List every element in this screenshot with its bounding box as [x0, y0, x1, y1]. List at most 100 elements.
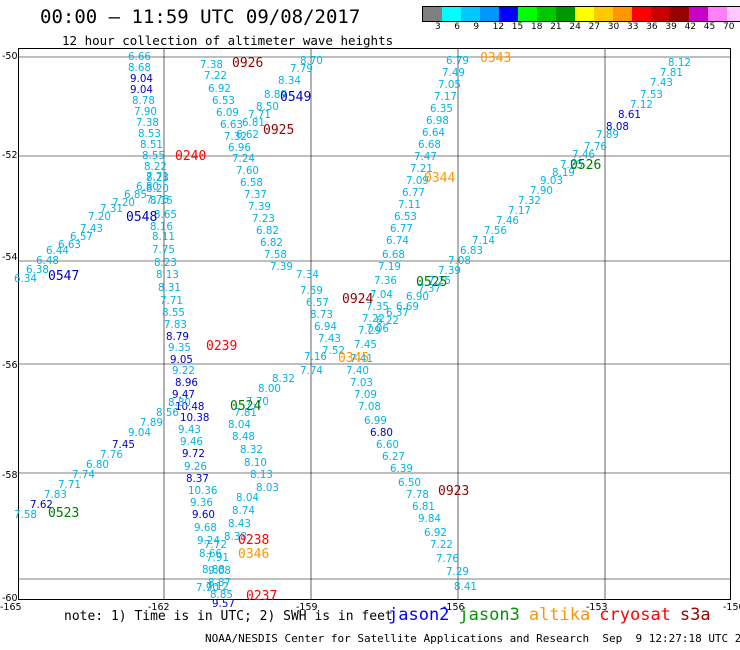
- wave-height-value: 6.92: [424, 527, 447, 539]
- legend-label: 39: [665, 22, 677, 32]
- legend-label: 27: [588, 22, 601, 32]
- wave-height-value: 7.24: [232, 153, 255, 165]
- wave-height-value: 6.74: [386, 235, 409, 247]
- latitude-label: -56: [2, 360, 18, 371]
- legend-swatch: [442, 7, 461, 21]
- wave-height-value: 7.29: [358, 325, 381, 337]
- wave-height-value: 7.35: [366, 301, 389, 313]
- wave-height-value: 7.79: [290, 63, 313, 75]
- legend-label: 15: [511, 22, 524, 32]
- wave-height-value: 9.26: [184, 461, 207, 473]
- wave-height-value: 7.43: [650, 77, 673, 89]
- wave-height-value: 7.76: [584, 141, 607, 153]
- pass-time-label: 0924: [342, 292, 374, 307]
- wave-height-value: 9.04: [130, 73, 153, 85]
- wave-height-value: 7.91: [206, 552, 229, 564]
- pass-time-label: 0237: [246, 589, 278, 604]
- legend-swatch: [632, 7, 651, 21]
- wave-height-value: 10.36: [188, 485, 218, 497]
- latitude-label: -50: [2, 51, 18, 62]
- wave-height-value: 8.50: [256, 101, 279, 113]
- wave-height-value: 7.83: [164, 319, 187, 331]
- legend-label: 6: [454, 22, 460, 32]
- wave-height-value: 6.68: [418, 139, 441, 151]
- wave-height-value: 8.61: [618, 109, 641, 121]
- legend-label: 18: [531, 22, 543, 32]
- latitude-label: -52: [2, 150, 18, 161]
- pass-time-label: 0240: [175, 149, 207, 164]
- wave-height-value: 6.77: [390, 223, 413, 235]
- wave-height-value: 7.76: [146, 194, 169, 206]
- wave-height-value: 7.08: [448, 255, 471, 267]
- legend-swatch: [594, 7, 613, 21]
- wave-height-value: 7.40: [346, 365, 369, 377]
- wave-height-value: 8.32: [272, 373, 295, 385]
- wave-height-value: 8.79: [166, 331, 189, 343]
- longitude-label: -162: [148, 602, 170, 613]
- wave-height-value: 7.52: [322, 345, 345, 357]
- wave-height-value: 8.87: [208, 577, 231, 589]
- wave-height-value: 9.84: [418, 513, 441, 525]
- wave-height-value: 7.62: [30, 499, 53, 511]
- pass-time-label: 0524: [230, 399, 262, 414]
- satellite-legend-s3a: s3a: [679, 605, 711, 625]
- wave-height-value: 6.50: [398, 477, 421, 489]
- wave-height-value: 6.53: [394, 211, 417, 223]
- wave-height-value: 6.39: [390, 463, 413, 475]
- wave-height-value: 7.83: [44, 489, 67, 501]
- wave-height-value: 7.11: [398, 199, 421, 211]
- wave-height-value: 7.17: [434, 91, 457, 103]
- wave-height-value: 8.88: [202, 564, 225, 576]
- wave-height-value: 7.39: [248, 201, 271, 213]
- wave-height-value: 7.22: [430, 539, 453, 551]
- wave-height-value: 8.80: [168, 397, 191, 409]
- wave-height-value: 7.16: [304, 351, 327, 363]
- wave-height-value: 7.71: [58, 479, 81, 491]
- wave-height-value: 6.92: [208, 83, 231, 95]
- wave-height-value: 7.89: [140, 417, 163, 429]
- wave-height-value: 9.36: [190, 497, 213, 509]
- wave-height-value: 6.57: [306, 297, 329, 309]
- wave-height-value: 6.82: [256, 225, 279, 237]
- wave-height-value: 8.74: [232, 505, 255, 517]
- wave-height-value: 6.38: [26, 264, 49, 276]
- wave-height-value: 7.71: [160, 295, 183, 307]
- legend-label: 45: [703, 22, 716, 32]
- wave-height-value: 9.57: [212, 598, 235, 610]
- wave-height-value: 7.09: [406, 175, 429, 187]
- longitude-label: -159: [296, 602, 318, 613]
- wave-height-value: 7.81: [234, 407, 257, 419]
- wave-height-value: 7.29: [446, 566, 469, 578]
- legend-swatch: [518, 7, 537, 21]
- wave-height-value: 8.56: [156, 407, 179, 419]
- legend-swatch: [461, 7, 480, 21]
- wave-height-value: 8.22: [144, 161, 167, 173]
- wave-height-value: 8.43: [228, 518, 251, 530]
- legend-label: 12: [492, 22, 505, 32]
- wave-height-value: 6.44: [46, 245, 69, 257]
- wave-height-value: 7.36: [374, 275, 397, 287]
- wave-height-value: 9.22: [172, 365, 195, 377]
- wave-height-value: 8.11: [152, 231, 175, 243]
- satellite-legend-altika: altika: [528, 605, 591, 625]
- wave-height-value: 6.66: [128, 51, 151, 63]
- wave-height-value: 7.19: [378, 261, 401, 273]
- wave-height-value: 9.60: [192, 509, 215, 521]
- pass-time-label: 0525: [416, 275, 448, 290]
- wave-height-value: 7.70: [246, 396, 269, 408]
- wave-height-value: 8.04: [228, 419, 251, 431]
- satellite-legend-jason2: jason2: [388, 605, 450, 625]
- legend-swatch: [708, 7, 727, 21]
- wave-height-value: 7.90: [530, 185, 553, 197]
- wave-height-value: 8.23: [154, 257, 177, 269]
- wave-height-value: 8.38: [224, 531, 247, 543]
- wave-height-value: 8.31: [158, 282, 181, 294]
- wave-height-value: 8.23: [146, 172, 169, 184]
- wave-height-value: 7.56: [484, 225, 507, 237]
- legend-swatch: [556, 7, 575, 21]
- wave-height-value: 7.08: [358, 401, 381, 413]
- wave-height-value: 7.38: [200, 59, 223, 71]
- wave-height-value: 6.60: [376, 439, 399, 451]
- wave-height-value: 6.68: [382, 249, 405, 261]
